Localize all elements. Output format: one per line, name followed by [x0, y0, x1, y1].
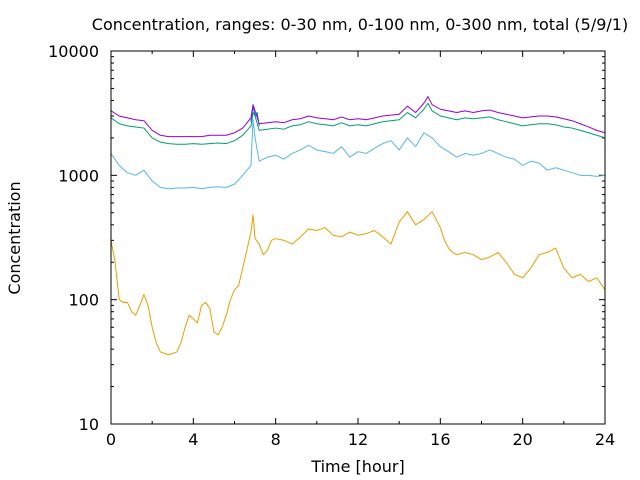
y-tick-label: 10000	[48, 42, 99, 61]
x-tick-label: 12	[348, 430, 368, 449]
y-tick-label: 10	[79, 415, 99, 434]
axis-ticks: 0 4 8 12 16 20 24 10 100 1000 10000	[48, 42, 615, 449]
x-tick-label: 24	[595, 430, 615, 449]
plot-frame	[110, 50, 606, 425]
series-line-4	[110, 96, 606, 138]
y-tick-label: 1000	[58, 166, 99, 185]
x-tick-label: 8	[271, 430, 281, 449]
series-line-0	[110, 211, 606, 356]
x-tick-label: 20	[512, 430, 532, 449]
y-axis-label: Concentration	[5, 181, 24, 294]
x-tick-label: 4	[188, 430, 198, 449]
y-tick-label: 100	[68, 291, 99, 310]
series-line-1	[110, 119, 606, 190]
series-group	[110, 96, 606, 356]
x-tick-label: 16	[430, 430, 450, 449]
x-tick-label: 0	[106, 430, 116, 449]
series-line-2	[110, 102, 606, 145]
x-axis-label: Time [hour]	[310, 457, 404, 476]
chart-title: Concentration, ranges: 0-30 nm, 0-100 nm…	[92, 15, 628, 34]
